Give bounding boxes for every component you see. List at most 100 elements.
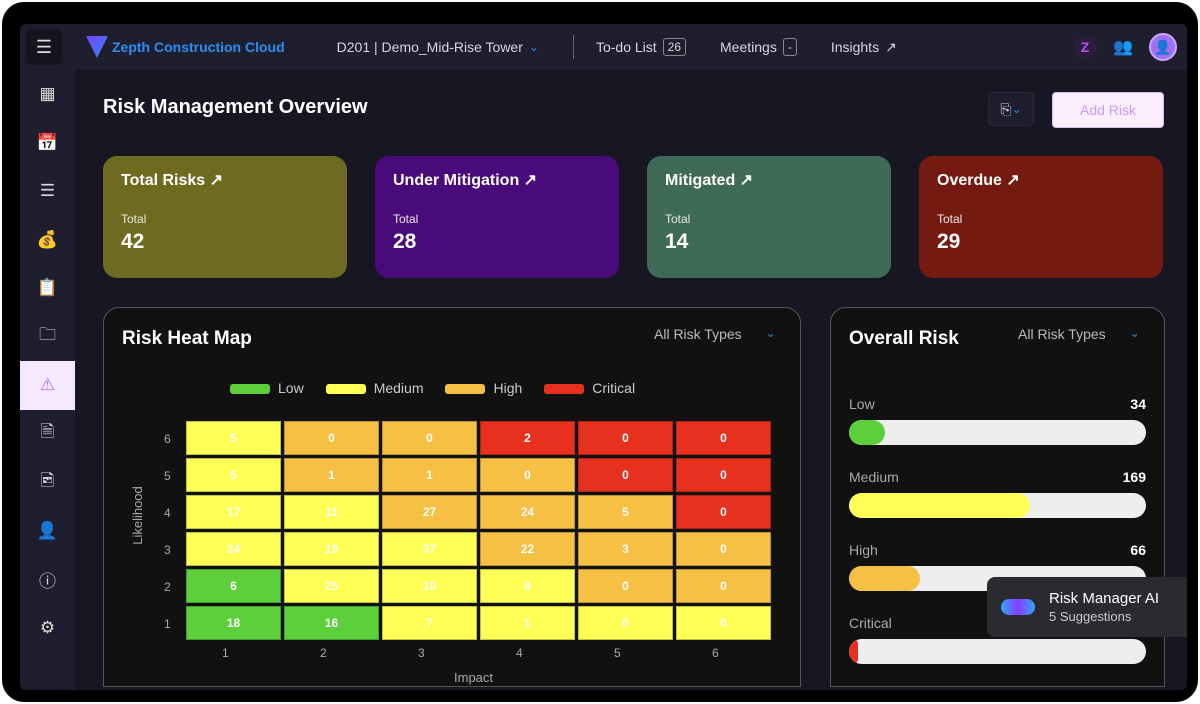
brand-name: Zepth Construction Cloud: [112, 39, 285, 55]
heat-map-cell[interactable]: 0: [676, 532, 771, 566]
legend-label: High: [493, 380, 523, 396]
card-subtitle: Total: [393, 212, 419, 226]
heat-map-cell[interactable]: 5: [578, 495, 673, 529]
y-tick: 4: [164, 506, 171, 520]
heat-map-cell[interactable]: 8: [480, 569, 575, 603]
heat-map-cell[interactable]: 5: [186, 458, 281, 492]
heat-map-cell[interactable]: 22: [480, 532, 575, 566]
project-selector[interactable]: D201 | Demo_Mid-Rise Tower ⌄: [337, 39, 539, 55]
sidebar-item-budget[interactable]: 💰: [36, 229, 59, 249]
heat-map-cell[interactable]: 3: [578, 532, 673, 566]
heat-map-cell[interactable]: 10: [382, 569, 477, 603]
risk-level-label: High: [849, 542, 878, 558]
risk-level-bar: [849, 493, 1146, 518]
insights-link[interactable]: Insights ↗: [831, 39, 897, 56]
sidebar-item-info[interactable]: ⓘ: [39, 571, 56, 591]
stat-card[interactable]: Mitigated ↗ Total 14: [647, 156, 891, 278]
user-avatar[interactable]: 👤: [1149, 33, 1177, 61]
heat-map-cell[interactable]: 19: [284, 532, 379, 566]
heat-map-cell[interactable]: 0: [578, 421, 673, 455]
zepth-ai-icon[interactable]: Z: [1073, 35, 1098, 59]
x-tick: 3: [418, 646, 425, 660]
sidebar-item-folders[interactable]: 🗀: [39, 325, 56, 345]
card-value: 28: [393, 230, 417, 253]
filter-value: All Risk Types: [654, 326, 742, 342]
heat-map-cell[interactable]: 1: [382, 458, 477, 492]
risk-level-bar-fill: [849, 639, 858, 664]
heat-map-cell[interactable]: 24: [186, 532, 281, 566]
heat-map-cell[interactable]: 7: [382, 606, 477, 640]
card-value: 14: [665, 230, 689, 253]
sidebar-item-document-review[interactable]: 🗎: [40, 422, 55, 442]
filter-value: All Risk Types: [1018, 326, 1106, 342]
export-button[interactable]: ⎘ ⌄: [988, 92, 1034, 126]
risk-level-bar: [849, 639, 1146, 664]
y-tick: 3: [164, 543, 171, 557]
card-title: Under Mitigation ↗: [393, 170, 601, 190]
overall-risk-title: Overall Risk: [849, 328, 959, 349]
legend-swatch: [325, 384, 366, 395]
risk-manager-ai-popup[interactable]: Risk Manager AI 5 Suggestions: [987, 577, 1187, 637]
legend-swatch: [230, 384, 270, 395]
stat-card[interactable]: Total Risks ↗ Total 42: [103, 156, 347, 278]
heat-map-cell[interactable]: 0: [578, 569, 673, 603]
x-axis-label: Impact: [454, 670, 494, 685]
card-title: Total Risks ↗: [121, 170, 329, 190]
sidebar-item-dashboard[interactable]: ▦: [39, 84, 56, 104]
sidebar-item-schedule[interactable]: 📅: [36, 132, 59, 152]
chevron-down-icon: ⌄: [765, 326, 776, 340]
heat-map-cell[interactable]: 0: [284, 421, 379, 455]
overall-risk-filter[interactable]: All Risk Types ⌄: [1018, 326, 1140, 342]
heat-map-cell[interactable]: 17: [186, 495, 281, 529]
heat-map-cell[interactable]: 11: [284, 495, 379, 529]
sidebar-item-user-permissions[interactable]: 👤: [36, 520, 59, 540]
stat-card[interactable]: Under Mitigation ↗ Total 28: [375, 156, 619, 278]
heat-map-cell[interactable]: 1: [480, 606, 575, 640]
heat-map-cell[interactable]: 1: [284, 458, 379, 492]
risk-level-bar: [849, 420, 1146, 445]
heat-map-cell[interactable]: 25: [284, 569, 379, 603]
heat-map-cell[interactable]: 37: [382, 532, 477, 566]
brand[interactable]: Zepth Construction Cloud: [86, 36, 285, 58]
insights-label: Insights: [830, 39, 880, 55]
arrow-up-right-icon: ↗: [205, 172, 224, 189]
heat-map-cell[interactable]: 2: [480, 421, 575, 455]
heat-map-filter[interactable]: All Risk Types ⌄: [654, 326, 776, 342]
y-axis-label: Likelihood: [129, 486, 145, 545]
card-title-text: Mitigated: [665, 172, 736, 189]
team-icon[interactable]: 👥: [1113, 39, 1133, 56]
sidebar-item-list[interactable]: ☰: [39, 181, 56, 201]
sidebar-item-drawings[interactable]: 🖻: [40, 470, 55, 490]
meetings-link[interactable]: Meetings -: [720, 38, 797, 56]
heat-map-cell[interactable]: 0: [480, 458, 575, 492]
heat-map-cell[interactable]: 27: [382, 495, 477, 529]
heat-map-cell[interactable]: 0: [578, 458, 673, 492]
risk-level-bar-fill: [849, 420, 885, 445]
heat-map-cell[interactable]: 0: [382, 421, 477, 455]
todo-list-link[interactable]: To-do List 26: [596, 38, 687, 56]
sidebar-item-settings[interactable]: ⚙: [39, 617, 56, 637]
divider: [572, 35, 574, 59]
legend-item: High: [445, 380, 522, 396]
heat-map-cell[interactable]: 6: [186, 569, 281, 603]
heat-map-cell[interactable]: 0: [676, 606, 771, 640]
heat-map-cell[interactable]: 24: [480, 495, 575, 529]
risk-level-count: 169: [1122, 469, 1146, 485]
sidebar-item-checklist[interactable]: 📋: [36, 278, 59, 298]
heat-map-cell[interactable]: 5: [186, 421, 281, 455]
sidebar-item-risk[interactable]: ⚠: [20, 361, 75, 410]
x-tick: 4: [516, 646, 523, 660]
x-tick: 2: [320, 646, 327, 660]
heat-map-cell[interactable]: 0: [676, 421, 771, 455]
heat-map-cell[interactable]: 0: [578, 606, 673, 640]
heat-map-cell[interactable]: 0: [676, 495, 771, 529]
heat-map-cell[interactable]: 0: [676, 569, 771, 603]
heat-map-cell[interactable]: 16: [284, 606, 379, 640]
hamburger-menu-button[interactable]: ☰: [26, 29, 62, 65]
sidebar: ▦ 📅 ☰ 💰 📋 🗀 ⚠ 🗎 🖻 👤 ⓘ ⚙: [20, 70, 75, 690]
stat-card[interactable]: Overdue ↗ Total 29: [919, 156, 1163, 278]
heat-map-cell[interactable]: 0: [676, 458, 771, 492]
heat-map-cell[interactable]: 18: [186, 606, 281, 640]
add-risk-button[interactable]: Add Risk: [1052, 92, 1164, 128]
